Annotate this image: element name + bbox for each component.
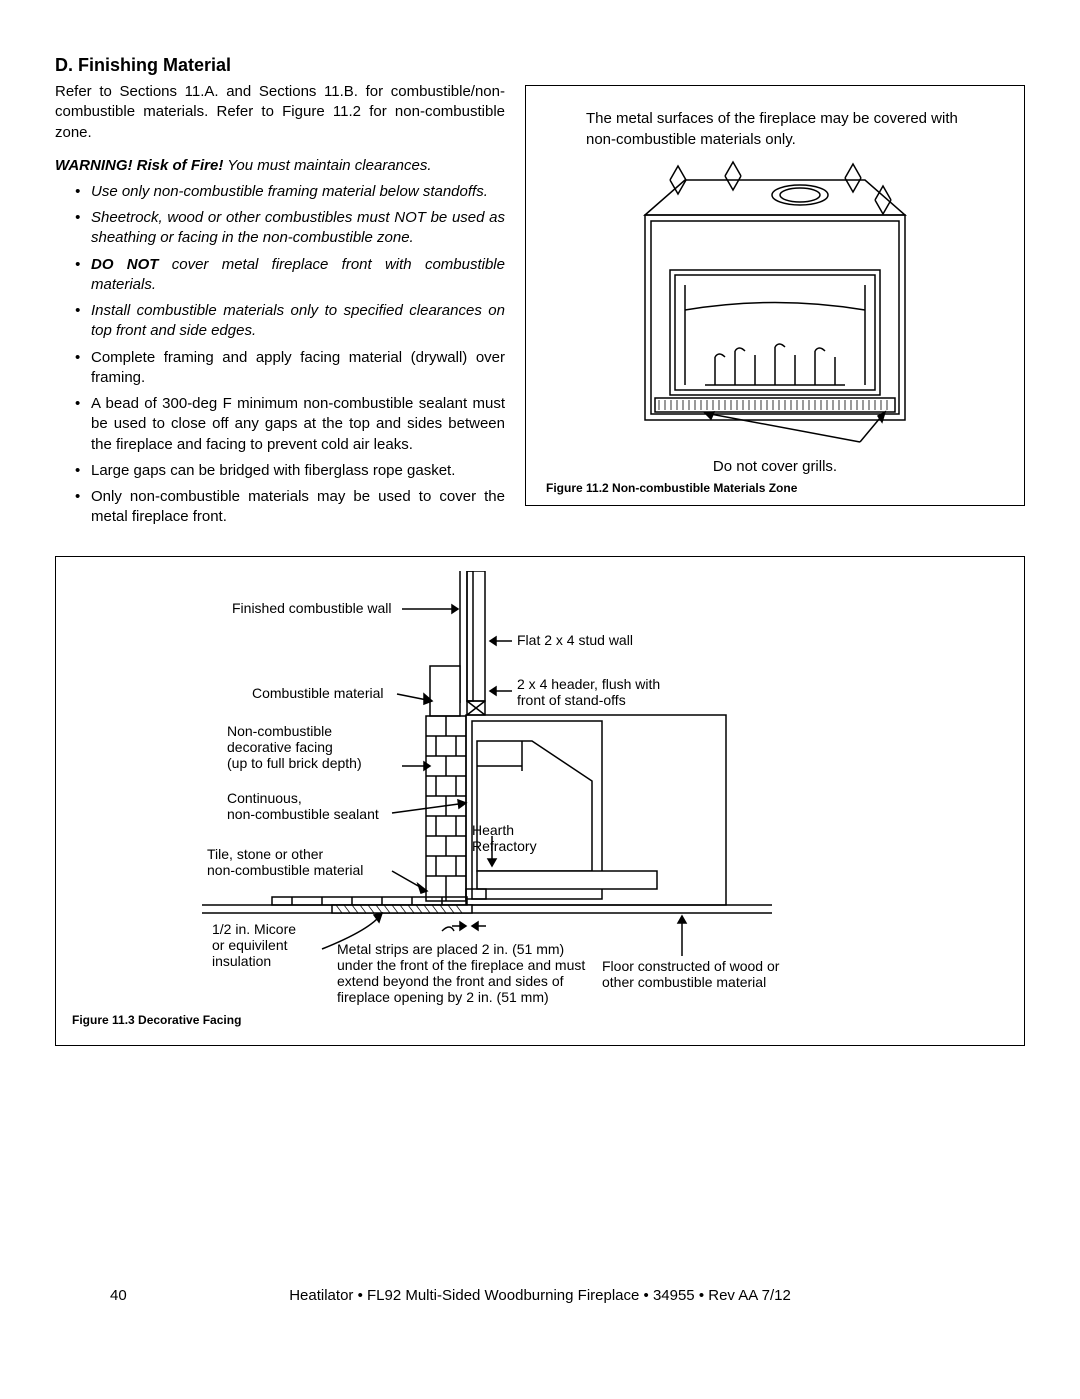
bullet-item: Only non-combustible materials may be us… [75, 487, 505, 528]
bullet-text: Only non-combustible materials may be us… [91, 488, 505, 525]
bullet-item: DO NOT cover metal fireplace front with … [75, 255, 505, 296]
bullet-item: Complete framing and apply facing materi… [75, 348, 505, 389]
bullet-bold-prefix: DO NOT [91, 256, 158, 273]
footer-text: Heatilator • FL92 Multi-Sided Woodburnin… [150, 1287, 930, 1304]
bullet-item: Install combustible materials only to sp… [75, 301, 505, 342]
lbl-metal-2: under the front of the fireplace and mus… [337, 957, 585, 973]
lbl-header-1: 2 x 4 header, flush with [517, 676, 660, 692]
figure-11-2-box: The metal surfaces of the fireplace may … [525, 85, 1025, 506]
lbl-metal-3: extend beyond the front and sides of [337, 973, 564, 989]
intro-paragraph: Refer to Sections 11.A. and Sections 11.… [55, 82, 505, 143]
decorative-facing-diagram: Finished combustible wall Flat 2 x 4 stu… [72, 571, 1002, 1011]
bullet-item: Sheetrock, wood or other combustibles mu… [75, 208, 505, 249]
lbl-tile-1: Tile, stone or other [207, 846, 324, 862]
lbl-tile-2: non-combustible material [207, 862, 363, 878]
section-title: D. Finishing Material [55, 55, 505, 76]
bullet-text: Install combustible materials only to sp… [91, 302, 505, 339]
grill-callout: Do not cover grills. [546, 458, 1004, 475]
lbl-finished-wall: Finished combustible wall [232, 600, 392, 616]
lbl-noncomb-3: (up to full brick depth) [227, 755, 362, 771]
bullet-item: Use only non-combustible framing materia… [75, 182, 505, 202]
bullet-text: Complete framing and apply facing materi… [91, 349, 505, 386]
lbl-hearth-1: Hearth [472, 822, 514, 838]
bullet-text: Sheetrock, wood or other combustibles mu… [91, 209, 505, 246]
lbl-micore-2: or equivilent [212, 937, 288, 953]
page-footer: 40 Heatilator • FL92 Multi-Sided Woodbur… [110, 1287, 970, 1304]
lbl-floor-1: Floor constructed of wood or [602, 958, 780, 974]
bullet-item: Large gaps can be bridged with fiberglas… [75, 461, 505, 481]
lbl-micore-3: insulation [212, 953, 271, 969]
figure-11-2-caption: Figure 11.2 Non-combustible Materials Zo… [546, 481, 1004, 495]
text-column: D. Finishing Material Refer to Sections … [55, 55, 505, 534]
bullet-text: Large gaps can be bridged with fiberglas… [91, 462, 455, 479]
warning-bold: WARNING! Risk of Fire! [55, 157, 223, 174]
figure-11-3-caption: Figure 11.3 Decorative Facing [72, 1013, 1008, 1027]
fireplace-diagram [615, 160, 935, 450]
lbl-flat-stud: Flat 2 x 4 stud wall [517, 632, 633, 648]
lbl-micore-1: 1/2 in. Micore [212, 921, 296, 937]
top-region: D. Finishing Material Refer to Sections … [55, 55, 1025, 534]
lbl-noncomb-2: decorative facing [227, 739, 333, 755]
page-number: 40 [110, 1287, 150, 1304]
lbl-hearth-2: Refractory [472, 838, 537, 854]
lbl-sealant-1: Continuous, [227, 790, 302, 806]
page: D. Finishing Material Refer to Sections … [55, 55, 1025, 1359]
bullet-list: Use only non-combustible framing materia… [55, 182, 505, 528]
bullet-text: A bead of 300-deg F minimum non-combusti… [91, 395, 505, 453]
lbl-combustible: Combustible material [252, 685, 384, 701]
warning-rest: You must maintain clearances. [223, 157, 431, 174]
lbl-noncomb-1: Non-combustible [227, 723, 332, 739]
figure-11-3-box: Finished combustible wall Flat 2 x 4 stu… [55, 556, 1025, 1046]
lbl-floor-2: other combustible material [602, 974, 766, 990]
warning-line: WARNING! Risk of Fire! You must maintain… [55, 157, 505, 174]
lbl-metal-1: Metal strips are placed 2 in. (51 mm) [337, 941, 564, 957]
lbl-header-2: front of stand-offs [517, 692, 626, 708]
figure-11-2-note: The metal surfaces of the fireplace may … [586, 108, 984, 150]
lbl-sealant-2: non-combustible sealant [227, 806, 379, 822]
figure-11-2-column: The metal surfaces of the fireplace may … [525, 85, 1025, 534]
lbl-metal-4: fireplace opening by 2 in. (51 mm) [337, 989, 549, 1005]
bullet-item: A bead of 300-deg F minimum non-combusti… [75, 394, 505, 455]
bullet-text: Use only non-combustible framing materia… [91, 183, 488, 200]
